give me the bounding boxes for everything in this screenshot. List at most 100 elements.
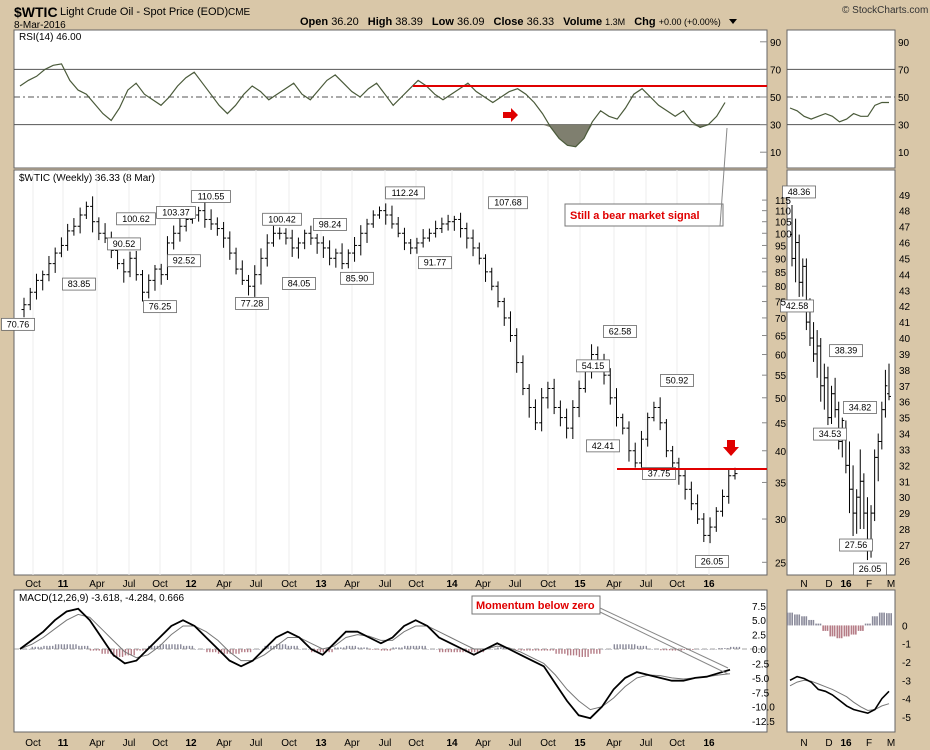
macd-histogram-bar — [165, 644, 167, 650]
price-tick-label: 45 — [775, 419, 787, 430]
x-tick-label-bottom: Oct — [152, 738, 168, 749]
macd-histogram-bar — [302, 649, 304, 650]
side-macd-histogram-bar — [855, 625, 857, 635]
macd-histogram-bar — [104, 649, 106, 654]
macd-histogram-bar — [310, 649, 313, 653]
macd-histogram-bar — [724, 648, 726, 650]
high-label: High — [368, 16, 393, 28]
rsi-oversold-fill — [20, 124, 725, 147]
macd-histogram-bar — [375, 649, 377, 650]
side-price-tick-label: 36 — [899, 398, 911, 409]
rsi-line — [19, 63, 726, 148]
side-price-tick-label: 28 — [899, 525, 911, 536]
side-macd-histogram-bar — [826, 625, 829, 631]
price-label: 26.05 — [701, 557, 724, 567]
dropdown-arrow-icon[interactable] — [729, 19, 737, 24]
macd-histogram-bar — [40, 646, 42, 650]
macd-histogram-bar — [709, 649, 712, 650]
side-macd-histogram-bar — [803, 616, 805, 626]
x-tick-label: Jul — [123, 579, 136, 590]
close-label: Close — [494, 16, 524, 28]
macd-histogram-bar — [674, 649, 677, 651]
macd-histogram-bar — [212, 649, 214, 653]
macd-histogram-bar — [43, 645, 45, 650]
macd-histogram-bar — [633, 644, 636, 650]
x-tick-label: 15 — [574, 579, 586, 590]
side-macd-histogram-bar — [876, 616, 878, 626]
price-panel — [13, 169, 768, 576]
macd-histogram-bar — [572, 649, 575, 656]
side-macd-histogram-bar — [831, 625, 834, 637]
x-tick-label-bottom: 13 — [315, 738, 327, 749]
macd-histogram-bar — [622, 644, 624, 650]
high-value: 38.39 — [395, 16, 423, 28]
macd-histogram-bar — [604, 649, 607, 650]
price-label-box — [62, 277, 96, 291]
macd-histogram-bar — [293, 645, 295, 650]
macd-tick-label: -2.5 — [752, 659, 770, 670]
x-tick-label-bottom: Apr — [216, 738, 232, 749]
macd-histogram-bar — [168, 644, 170, 650]
x-tick-label-bottom: Oct — [540, 738, 556, 749]
side-x-tick-label: N — [800, 579, 807, 590]
macd-histogram-bar — [418, 645, 421, 650]
macd-histogram-bar — [305, 649, 307, 650]
macd-histogram-bar — [337, 647, 339, 650]
price-label-box — [313, 218, 347, 231]
macd-histogram-bar — [72, 644, 74, 650]
macd-histogram-bar — [345, 645, 348, 650]
x-tick-label: 13 — [315, 579, 327, 590]
macd-histogram-bar — [328, 649, 330, 653]
macd-histogram-bar — [407, 645, 409, 650]
macd-tick-label: -10.0 — [752, 703, 775, 714]
macd-histogram-bar — [625, 644, 627, 650]
side-x-tick-label-bottom: N — [800, 738, 807, 749]
x-tick-label-bottom: Oct — [281, 738, 297, 749]
side-macd-histogram-bar — [864, 623, 867, 626]
price-tick-label: 35 — [775, 478, 787, 489]
macd-histogram-bar — [529, 649, 531, 651]
macd-histogram-bar — [409, 645, 412, 650]
macd-histogram-bar — [537, 649, 540, 651]
macd-histogram-bar — [86, 645, 89, 650]
macd-histogram-bar — [197, 649, 199, 650]
macd-histogram-bar — [281, 644, 284, 650]
side-macd-tick-label: 0 — [902, 621, 908, 632]
x-tick-label: Apr — [475, 579, 491, 590]
side-price-label: 42.58 — [786, 301, 809, 311]
macd-histogram-bar — [226, 649, 228, 654]
macd-histogram-bar — [185, 645, 188, 650]
x-tick-label: 14 — [446, 579, 458, 590]
macd-histogram-bar — [133, 649, 135, 656]
macd-histogram-bar — [95, 649, 98, 651]
macd-histogram-bar — [78, 645, 80, 650]
side-macd-histogram-bar — [805, 616, 808, 626]
bear-callout-box — [564, 203, 724, 227]
x-tick-label: Jul — [250, 579, 263, 590]
macd-histogram-bar — [712, 649, 714, 650]
macd-histogram-bar — [63, 644, 66, 650]
price-label: 91.77 — [424, 258, 447, 268]
side-price-label: 48.36 — [788, 187, 811, 197]
macd-histogram-bar — [139, 649, 141, 651]
macd-histogram-bar — [37, 646, 39, 650]
side-price-tick-label: 30 — [899, 493, 911, 504]
macd-histogram-bar — [639, 645, 642, 650]
rsi-tick-label: 50 — [770, 93, 782, 104]
side-price-label-box — [813, 427, 847, 441]
macd-histogram-bar — [549, 649, 551, 651]
price-label: 83.85 — [68, 279, 91, 289]
price-label-box — [695, 555, 729, 568]
chart-date: 8-Mar-2016 — [14, 20, 66, 31]
macd-histogram-bar — [444, 649, 447, 653]
side-price-tick-label: 47 — [899, 223, 911, 234]
macd-histogram-bar — [695, 649, 697, 650]
price-tick-label: 30 — [775, 515, 787, 526]
momentum-pointer-1 — [599, 607, 729, 669]
price-label-box — [385, 186, 425, 200]
macd-histogram-bar — [331, 649, 333, 653]
macd-histogram-bar — [101, 649, 103, 654]
side-macd-histogram-bar — [888, 613, 890, 626]
macd-histogram-bar — [636, 645, 639, 650]
